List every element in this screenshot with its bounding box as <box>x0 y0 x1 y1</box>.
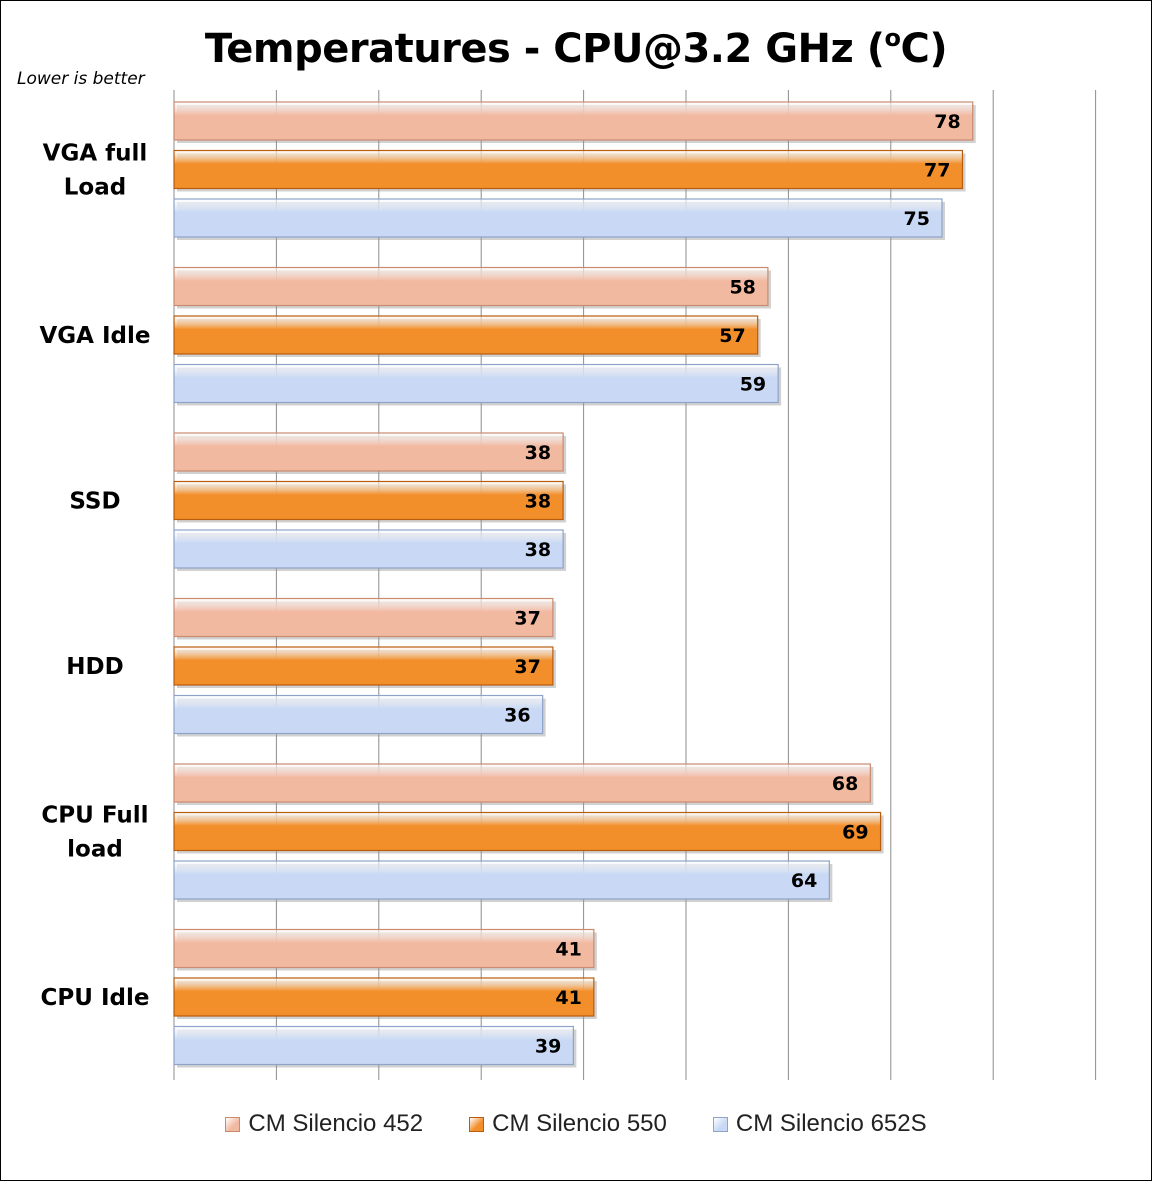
data-label: 77 <box>924 160 950 182</box>
bar-chart: 78 77 75 58 57 59 38 38 38 37 37 36 68 69 64 41 41 39 VGA… <box>40 90 1097 1080</box>
category-label: SSD <box>69 489 120 515</box>
bar <box>173 860 830 900</box>
bar <box>173 432 564 472</box>
legend-swatch <box>225 1116 241 1132</box>
data-label: 38 <box>525 442 551 464</box>
legend: CM Silencio 452 CM Silencio 550 CM Silenci… <box>0 1110 1152 1138</box>
bar <box>173 149 964 190</box>
legend-swatch <box>469 1116 485 1132</box>
bars: 78 77 75 58 57 59 38 38 38 37 37 36 68 69 64 41 41 39 <box>173 101 976 1068</box>
legend-label: CM Silencio 652S <box>735 1110 927 1137</box>
category-labels: VGA full Load VGA Idle SSD HDD CPU Full load CP… <box>40 141 151 1012</box>
data-label: 75 <box>904 208 930 230</box>
data-label: 37 <box>514 608 540 630</box>
bar <box>173 646 554 686</box>
bar <box>173 315 759 355</box>
bar <box>173 763 871 803</box>
legend-label: CM Silencio 452 <box>248 1110 424 1137</box>
data-label: 41 <box>555 939 581 961</box>
data-label: 69 <box>842 822 868 844</box>
category-label: Load <box>64 175 126 201</box>
data-label: 78 <box>934 111 960 133</box>
data-label: 36 <box>504 705 530 727</box>
bar <box>173 529 564 569</box>
category-label: VGA full <box>43 141 148 167</box>
category-label: VGA Idle <box>40 323 151 349</box>
data-label: 38 <box>525 491 551 513</box>
category-label: CPU Idle <box>41 985 150 1011</box>
category-label: load <box>67 837 123 863</box>
category-label: CPU Full <box>41 803 148 829</box>
bar <box>173 597 554 638</box>
data-label: 38 <box>525 539 551 561</box>
bar <box>173 977 595 1017</box>
data-label: 59 <box>740 374 766 396</box>
bar <box>173 694 544 735</box>
data-label: 58 <box>729 277 755 299</box>
legend-swatch <box>712 1116 728 1132</box>
bar <box>173 480 564 521</box>
category-label: HDD <box>66 654 123 680</box>
bar <box>173 928 595 969</box>
legend-item: CM Silencio 550 <box>469 1110 667 1138</box>
bar <box>173 266 769 307</box>
legend-item: CM Silencio 652S <box>712 1110 927 1138</box>
legend-item: CM Silencio 452 <box>225 1110 423 1138</box>
data-label: 39 <box>535 1036 561 1058</box>
data-label: 37 <box>514 656 540 678</box>
bar <box>173 101 974 141</box>
bar <box>173 363 779 404</box>
bar <box>173 198 943 238</box>
legend-label: CM Silencio 550 <box>492 1110 667 1137</box>
data-label: 68 <box>832 773 858 795</box>
gridlines <box>173 90 1097 1080</box>
bar <box>173 811 882 852</box>
chart-title: Temperatures - CPU@3.2 GHz (oC) <box>204 24 948 72</box>
data-label: 41 <box>555 987 581 1009</box>
data-label: 64 <box>791 870 817 892</box>
chart-subtitle: Lower is better <box>17 69 145 89</box>
bar <box>173 1025 574 1066</box>
data-label: 57 <box>719 325 745 347</box>
